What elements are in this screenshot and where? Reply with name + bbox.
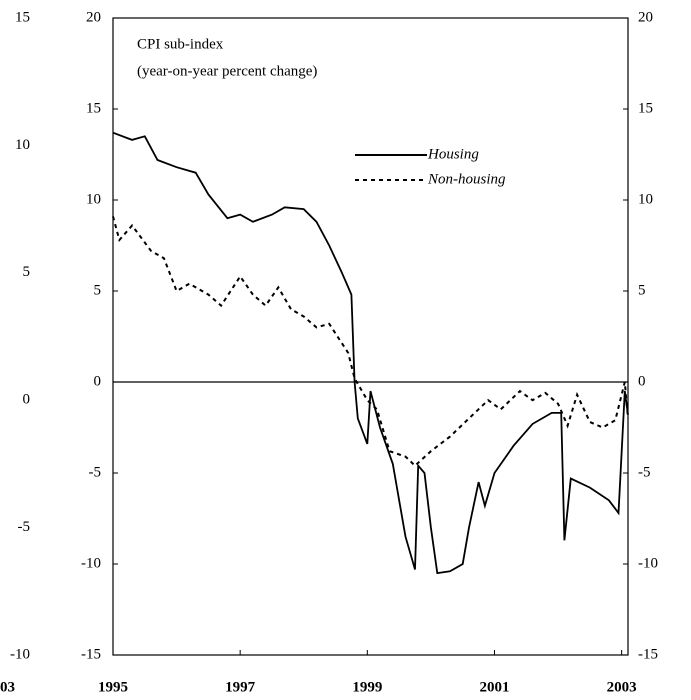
y2-tick-label: 5: [638, 282, 646, 298]
x-tick-label: 1999: [352, 679, 382, 695]
series-line: [112, 131, 629, 575]
y-tick-label: 5: [94, 282, 102, 298]
y-tick-label: 20: [86, 9, 101, 25]
y-tick-label: 0: [23, 392, 31, 408]
x-tick-label: 1997: [225, 679, 256, 695]
y-tick-label: 15: [15, 9, 30, 25]
y2-tick-label: -10: [638, 555, 658, 571]
x-tick-label: 03: [0, 679, 15, 695]
annotation: CPI sub-index: [137, 36, 224, 52]
y2-tick-label: 20: [638, 9, 653, 25]
y-tick-label: -15: [81, 646, 101, 662]
y2-tick-label: -15: [638, 646, 658, 662]
y-tick-label: -10: [81, 555, 101, 571]
y-tick-label: -5: [89, 464, 102, 480]
x-tick-label: 2001: [479, 679, 509, 695]
y2-tick-label: 10: [638, 191, 653, 207]
y-tick-label: 0: [94, 373, 102, 389]
y-tick-label: 10: [15, 137, 30, 153]
y2-tick-label: 0: [638, 373, 646, 389]
y-tick-label: 10: [86, 191, 101, 207]
annotation: (year-on-year percent change): [137, 63, 317, 79]
series-line: [112, 216, 629, 468]
y-tick-label: 15: [86, 100, 101, 116]
x-tick-label: 1995: [98, 679, 128, 695]
legend-label: Non-housing: [427, 171, 506, 187]
y-tick-label: -10: [10, 646, 30, 662]
y-tick-label: 5: [23, 264, 31, 280]
y2-tick-label: 15: [638, 100, 653, 116]
y2-tick-label: -5: [638, 464, 651, 480]
x-tick-label: 2003: [607, 679, 637, 695]
legend-label: Housing: [427, 146, 479, 162]
y-tick-label: -5: [18, 519, 31, 535]
plot-frame: [112, 17, 629, 656]
